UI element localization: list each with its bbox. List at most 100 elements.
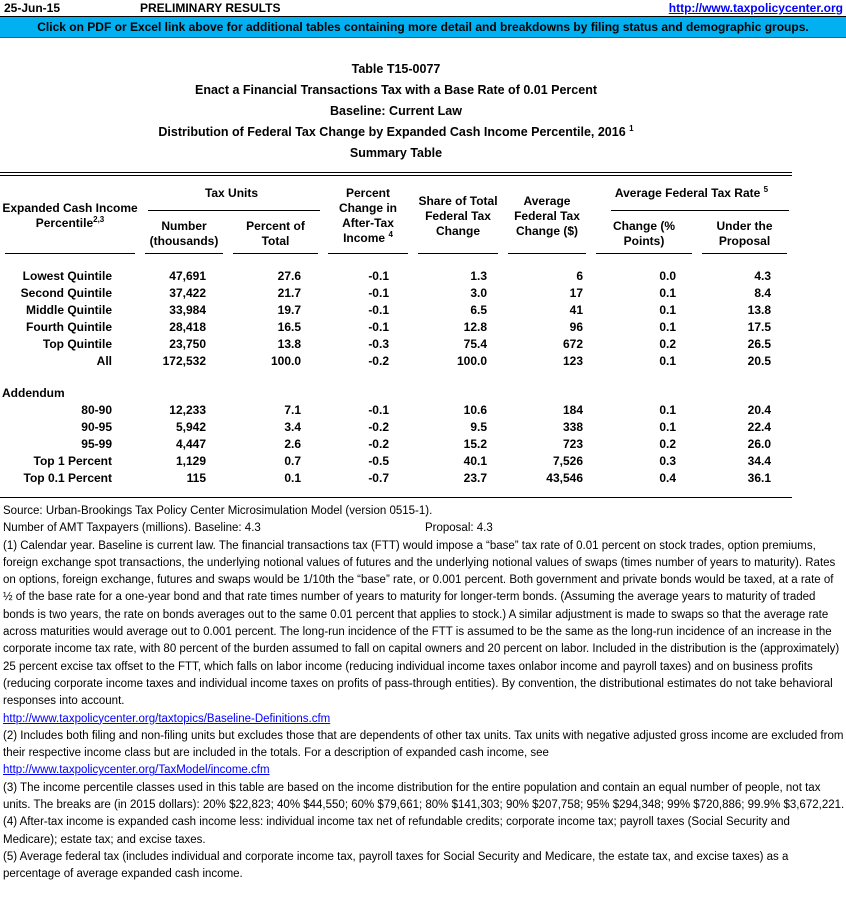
- cell: 6: [576, 268, 583, 283]
- cell: 7,526: [552, 453, 583, 468]
- header-group-average-federal-tax-rate: Average Federal Tax Rate 5: [591, 174, 792, 211]
- cell: 37,422: [169, 285, 206, 300]
- taxpolicycenter-link[interactable]: http://www.taxpolicycenter.org: [668, 1, 843, 15]
- cell: -0.1: [368, 268, 389, 283]
- table-row: 90-95 5,942 3.4 -0.2 9.5 338 0.1 22.4: [0, 418, 792, 435]
- footnote-text: (2) Includes both filing and non-filing …: [3, 729, 844, 760]
- cell: 12.8: [463, 319, 487, 334]
- cell: -0.2: [368, 353, 389, 368]
- cell: 338: [562, 419, 583, 434]
- cell: 13.8: [747, 302, 772, 317]
- header-average-federal-tax-change: Average Federal Tax Change ($): [503, 174, 591, 256]
- cell: 43,546: [546, 470, 583, 485]
- row-label: Middle Quintile: [26, 302, 112, 317]
- footnote-text: (4) After-tax income is expanded cash in…: [3, 816, 790, 846]
- cell: 26.0: [747, 436, 772, 451]
- table-row: Top Quintile 23,750 13.8 -0.3 75.4 672 0.2 26.5: [0, 335, 792, 352]
- addendum-label: Addendum: [2, 385, 65, 400]
- header-underline: [508, 253, 586, 254]
- baseline-title: Baseline: Current Law: [330, 104, 462, 118]
- cell: 23.7: [463, 470, 487, 485]
- footer: Source: Urban-Brookings Tax Policy Cente…: [0, 503, 846, 884]
- cell: 0.1: [659, 285, 676, 300]
- cell: 96: [569, 319, 583, 334]
- cell: 40.1: [463, 453, 487, 468]
- cell: 20.5: [747, 353, 772, 368]
- top-bar: 25-Jun-15 PRELIMINARY RESULTS http://www…: [0, 0, 846, 17]
- header-underline: [145, 253, 223, 254]
- amt-baseline: Number of AMT Taxpayers (millions). Base…: [3, 522, 261, 535]
- header-expanded-cash-income: Expanded Cash Income Percentile2,3: [0, 174, 140, 256]
- report-date: 25-Jun-15: [4, 1, 61, 15]
- distribution-title: Distribution of Federal Tax Change by Ex…: [158, 123, 634, 139]
- table-body-main: Lowest Quintile 47,691 27.6 -0.1 1.3 6 0.0 4.3 S…: [0, 256, 792, 369]
- info-banner: Click on PDF or Excel link above for add…: [0, 17, 846, 38]
- cell: 33,984: [169, 302, 206, 317]
- header-underline: [596, 253, 692, 254]
- cell: 15.2: [463, 436, 487, 451]
- cell: 75.4: [463, 336, 487, 351]
- cell: 16.5: [277, 319, 301, 334]
- header-number-thousands: Number (thousands): [140, 211, 228, 256]
- summary-table-title: Summary Table: [349, 146, 443, 160]
- cell: 8.4: [754, 285, 772, 300]
- footnotes: (1) Calendar year. Baseline is current l…: [3, 538, 846, 884]
- cell: 13.8: [277, 336, 301, 351]
- row-label: 90-95: [81, 419, 112, 434]
- cell: 23,750: [169, 336, 206, 351]
- source-line: Source: Urban-Brookings Tax Policy Cente…: [3, 505, 433, 517]
- row-label: 80-90: [81, 402, 112, 417]
- row-label: Fourth Quintile: [26, 319, 112, 334]
- cell: 20.4: [747, 402, 772, 417]
- cell: 17.5: [747, 319, 772, 334]
- proposal-title: Enact a Financial Transactions Tax with …: [194, 83, 597, 97]
- row-label: Top Quintile: [42, 336, 112, 351]
- cell: -0.1: [368, 319, 389, 334]
- cell: -0.7: [368, 470, 389, 485]
- cell: 19.7: [277, 302, 301, 317]
- cell: 123: [562, 353, 583, 368]
- cell: -0.3: [368, 336, 389, 351]
- footnote-link[interactable]: http://www.taxpolicycenter.org/TaxModel/…: [3, 764, 270, 777]
- row-label: Top 1 Percent: [33, 453, 112, 468]
- cell: 0.7: [284, 453, 301, 468]
- header-underline: [418, 253, 498, 254]
- table-row: Middle Quintile 33,984 19.7 -0.1 6.5 41 0.1 13.…: [0, 301, 792, 318]
- header-share-of-total: Share of Total Federal Tax Change: [413, 174, 503, 256]
- cell: 723: [562, 436, 583, 451]
- cell: 17: [569, 285, 583, 300]
- cell: 22.4: [747, 419, 772, 434]
- cell: -0.5: [368, 453, 389, 468]
- header-underline: [233, 253, 318, 254]
- cell: 2.6: [284, 436, 301, 451]
- distribution-table: Expanded Cash Income Percentile2,3 Tax U…: [0, 172, 793, 498]
- cell: 21.7: [277, 285, 301, 300]
- table-number-title: Table T15-0077: [351, 62, 441, 76]
- table-row: All 172,532 100.0 -0.2 100.0 123 0.1 20.5: [0, 352, 792, 369]
- cell: 6.5: [470, 302, 487, 317]
- cell: 115: [186, 470, 206, 485]
- cell: 0.1: [659, 302, 676, 317]
- cell: 4,447: [175, 436, 206, 451]
- header-group-tax-units: Tax Units: [140, 174, 323, 211]
- addendum-label-row: Addendum: [0, 369, 792, 401]
- cell: 5,942: [175, 419, 206, 434]
- cell: 12,233: [169, 402, 206, 417]
- cell: 34.4: [747, 453, 772, 468]
- cell: 672: [562, 336, 583, 351]
- header-percent-change-after-tax-income: Percent Change in After-Tax Income 4: [323, 174, 413, 256]
- group-underline: [611, 210, 790, 211]
- group-underline: [148, 210, 320, 211]
- cell: 0.2: [659, 336, 676, 351]
- cell: 172,532: [162, 353, 206, 368]
- cell: 47,691: [169, 268, 206, 283]
- footnote-link[interactable]: http://www.taxpolicycenter.org/taxtopics…: [3, 712, 331, 725]
- cell: 1,129: [175, 453, 206, 468]
- table-row: Second Quintile 37,422 21.7 -0.1 3.0 17 0.1 8.4: [0, 284, 792, 301]
- table-row: 95-99 4,447 2.6 -0.2 15.2 723 0.2 26.0: [0, 435, 792, 452]
- cell: 0.1: [659, 419, 676, 434]
- preliminary-results-label: PRELIMINARY RESULTS: [140, 1, 281, 15]
- header-underline: [5, 253, 135, 254]
- cell: -0.2: [368, 419, 389, 434]
- cell: 0.4: [659, 470, 676, 485]
